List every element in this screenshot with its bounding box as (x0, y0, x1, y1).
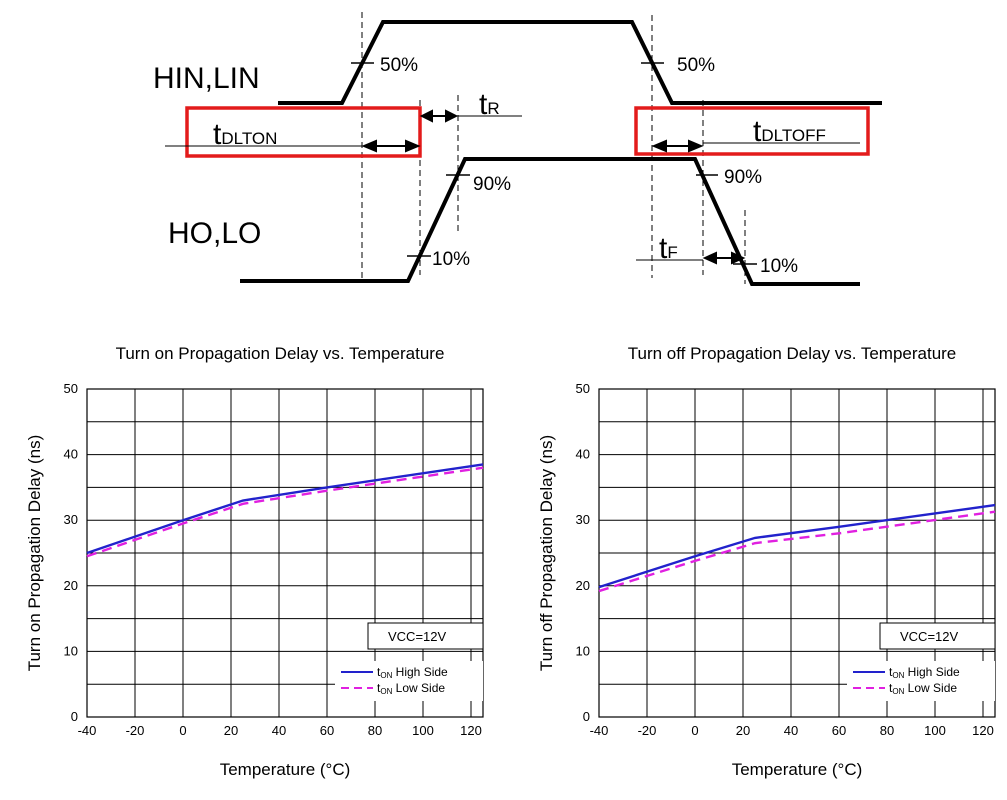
legend-box (335, 661, 483, 701)
x-tick-label: 100 (412, 723, 434, 738)
legend-label: tON High Side (889, 665, 960, 680)
y-tick-label: 30 (64, 512, 78, 527)
tdltoff-label: tDLTOFF (753, 115, 826, 148)
annotation-box (879, 622, 996, 650)
x-tick-label: 60 (832, 723, 846, 738)
series-high-side-line (598, 503, 996, 589)
input-waveform (278, 20, 882, 105)
x-tick-label: -40 (590, 723, 609, 738)
plot-frame (86, 388, 484, 718)
annotation-text: VCC=12V (388, 629, 446, 644)
y-tick-label: 0 (583, 709, 590, 724)
y-tick-label: 30 (576, 512, 590, 527)
chart-title: Turn on Propagation Delay vs. Temperatur… (116, 344, 445, 363)
x-tick-label: -20 (126, 723, 145, 738)
reference-lines (361, 12, 746, 284)
x-axis-label: Temperature (°C) (220, 760, 351, 779)
annotation-text: VCC=12V (900, 629, 958, 644)
x-tick-label: 0 (179, 723, 186, 738)
x-tick-label: 40 (784, 723, 798, 738)
x-axis-label: Temperature (°C) (732, 760, 863, 779)
y-tick-label: 20 (64, 578, 78, 593)
series-high-side-line (86, 463, 484, 555)
tdltoff-highlight-box (634, 106, 870, 156)
tf-label: tF (659, 232, 678, 265)
label-90-fall: 90% (724, 167, 762, 188)
label-50-rise: 50% (380, 55, 418, 76)
label-90-rise: 90% (473, 174, 511, 195)
timing-diagram: 50% 50% 90% 90% 10% 10% HIN,LIN HO,LO tD… (153, 12, 882, 286)
x-tick-label: 80 (368, 723, 382, 738)
x-tick-label: 120 (972, 723, 994, 738)
legend-label: tON Low Side (889, 681, 957, 696)
timing-arrows (361, 109, 746, 265)
y-tick-label: 10 (576, 643, 590, 658)
x-tick-label: -20 (638, 723, 657, 738)
x-tick-label: 80 (880, 723, 894, 738)
output-waveform (240, 157, 860, 286)
output-signal-label: HO,LO (168, 217, 261, 250)
y-tick-label: 50 (64, 381, 78, 396)
y-tick-label: 40 (576, 447, 590, 462)
tr-label: tR (479, 88, 500, 121)
y-tick-label: 20 (576, 578, 590, 593)
x-tick-label: 40 (272, 723, 286, 738)
chart-title: Turn off Propagation Delay vs. Temperatu… (628, 344, 957, 363)
crossing-ticks (351, 62, 757, 265)
y-tick-label: 0 (71, 709, 78, 724)
legend-box (847, 661, 995, 701)
y-tick-label: 50 (576, 381, 590, 396)
tdlton-highlight-box (185, 106, 422, 158)
y-tick-label: 10 (64, 643, 78, 658)
x-tick-label: 120 (460, 723, 482, 738)
label-50-fall: 50% (677, 55, 715, 76)
series-low-side-line (86, 466, 484, 558)
x-tick-label: 60 (320, 723, 334, 738)
legend-label: tON High Side (377, 665, 448, 680)
annotation-box (367, 622, 484, 650)
y-tick-label: 40 (64, 447, 78, 462)
y-axis-label: Turn off Propagation Delay (ns) (537, 435, 556, 671)
input-signal-label: HIN,LIN (153, 62, 260, 95)
label-10-rise: 10% (432, 249, 470, 270)
tdlton-label: tDLTON (213, 118, 277, 151)
y-axis-label: Turn on Propagation Delay (ns) (25, 435, 44, 672)
label-10-fall: 10% (760, 256, 798, 277)
x-tick-label: 20 (224, 723, 238, 738)
x-tick-label: -40 (78, 723, 97, 738)
x-tick-label: 100 (924, 723, 946, 738)
legend-label: tON Low Side (377, 681, 445, 696)
x-tick-label: 0 (691, 723, 698, 738)
x-tick-label: 20 (736, 723, 750, 738)
plot-frame (598, 388, 996, 718)
series-low-side-line (598, 510, 996, 593)
